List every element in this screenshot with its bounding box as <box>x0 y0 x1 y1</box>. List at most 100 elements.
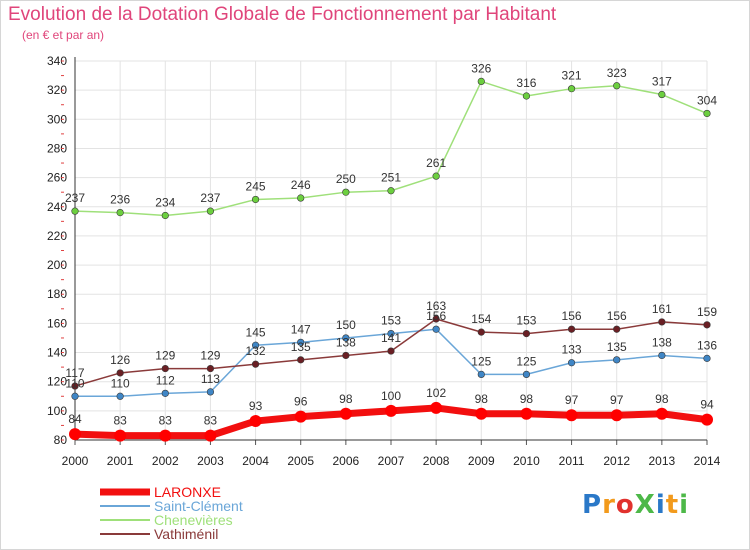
legend: LARONXESaint-ClémentChenevièresVathiméni… <box>100 484 243 542</box>
data-label: 156 <box>426 309 446 323</box>
y-tick-label: 320 <box>47 83 67 97</box>
data-label: 126 <box>110 353 130 367</box>
logo-letter: o <box>615 490 635 520</box>
data-point <box>161 364 169 373</box>
data-label: 125 <box>516 354 536 368</box>
data-label: 135 <box>291 340 311 354</box>
data-point <box>251 195 260 204</box>
data-point <box>206 388 215 396</box>
y-tick-label: 340 <box>47 54 67 68</box>
data-point <box>522 329 531 338</box>
data-label: 163 <box>426 299 446 313</box>
y-tick-label: 140 <box>47 346 67 360</box>
data-label: 133 <box>562 343 582 357</box>
data-point <box>116 209 124 217</box>
data-point <box>116 369 124 377</box>
legend-label: Vathiménil <box>154 526 218 542</box>
logo-letter: r <box>602 490 616 520</box>
data-point <box>432 172 440 180</box>
x-tick-label: 2006 <box>333 454 360 468</box>
logo-letter: P <box>582 490 603 520</box>
data-label: 84 <box>68 412 82 426</box>
data-point <box>161 389 169 397</box>
data-label: 141 <box>381 331 401 345</box>
logo-letter: t <box>665 490 680 520</box>
x-tick-label: 2011 <box>559 454 585 468</box>
data-label: 159 <box>697 305 717 319</box>
data-label: 97 <box>610 393 624 407</box>
data-point <box>475 407 488 420</box>
data-point <box>658 90 666 99</box>
data-point <box>477 328 485 336</box>
logo-letter: i <box>679 490 690 520</box>
data-point <box>655 407 668 420</box>
data-point <box>387 187 395 195</box>
data-point <box>69 428 81 441</box>
data-label: 236 <box>110 193 130 207</box>
x-tick-label: 2003 <box>197 454 224 468</box>
data-label: 98 <box>520 392 534 406</box>
data-point <box>206 207 215 215</box>
legend-label: LARONXE <box>154 484 221 500</box>
data-point <box>385 404 397 417</box>
data-point <box>522 370 531 379</box>
y-tick-label: 200 <box>47 258 67 272</box>
data-label: 304 <box>697 93 717 107</box>
data-point <box>297 194 305 202</box>
x-tick-label: 2002 <box>152 454 179 468</box>
data-label: 316 <box>516 76 536 90</box>
data-point <box>703 109 711 118</box>
data-label: 132 <box>246 344 266 358</box>
data-point <box>249 415 262 428</box>
data-point <box>342 188 350 196</box>
data-point <box>613 325 621 333</box>
data-label: 323 <box>607 66 627 80</box>
data-label: 153 <box>516 314 536 328</box>
data-point <box>204 429 217 442</box>
data-label: 110 <box>65 376 84 390</box>
data-point <box>703 354 711 362</box>
data-label: 97 <box>565 393 579 407</box>
data-point <box>206 364 215 373</box>
x-tick-label: 2004 <box>242 454 269 468</box>
data-label: 234 <box>155 196 175 210</box>
data-point <box>342 351 350 360</box>
data-label: 246 <box>291 178 311 192</box>
data-point <box>159 429 172 442</box>
data-point <box>71 392 79 400</box>
proxiti-logo: ProXiti <box>582 490 689 520</box>
data-point <box>567 325 576 333</box>
data-point <box>251 360 260 368</box>
data-label: 100 <box>381 389 401 403</box>
y-tick-label: 280 <box>47 141 67 155</box>
data-point <box>71 382 79 390</box>
data-label: 94 <box>700 398 714 412</box>
x-tick-label: 2007 <box>378 454 405 468</box>
data-point <box>342 334 350 342</box>
data-point <box>387 329 395 338</box>
data-point <box>610 409 623 422</box>
y-tick-label: 180 <box>47 287 67 301</box>
data-label: 261 <box>426 156 446 170</box>
y-tick-label: 100 <box>47 404 67 418</box>
data-label: 113 <box>201 372 220 386</box>
data-label: 129 <box>200 349 220 363</box>
y-tick-label: 120 <box>47 375 67 389</box>
data-point <box>339 407 352 420</box>
data-point <box>294 410 307 423</box>
x-tick-label: 2001 <box>107 454 134 468</box>
x-tick-label: 2013 <box>649 454 676 468</box>
data-label: 237 <box>65 191 85 205</box>
y-tick-label: 160 <box>47 316 67 330</box>
data-label: 326 <box>471 61 491 75</box>
chart-title: Evolution de la Dotation Globale de Fonc… <box>8 4 557 25</box>
data-label: 154 <box>471 312 491 326</box>
data-label: 98 <box>339 392 353 406</box>
data-label: 150 <box>336 318 356 332</box>
x-tick-label: 2010 <box>513 454 540 468</box>
data-point <box>251 341 260 349</box>
chart-subtitle: (en € et par an) <box>22 28 105 42</box>
